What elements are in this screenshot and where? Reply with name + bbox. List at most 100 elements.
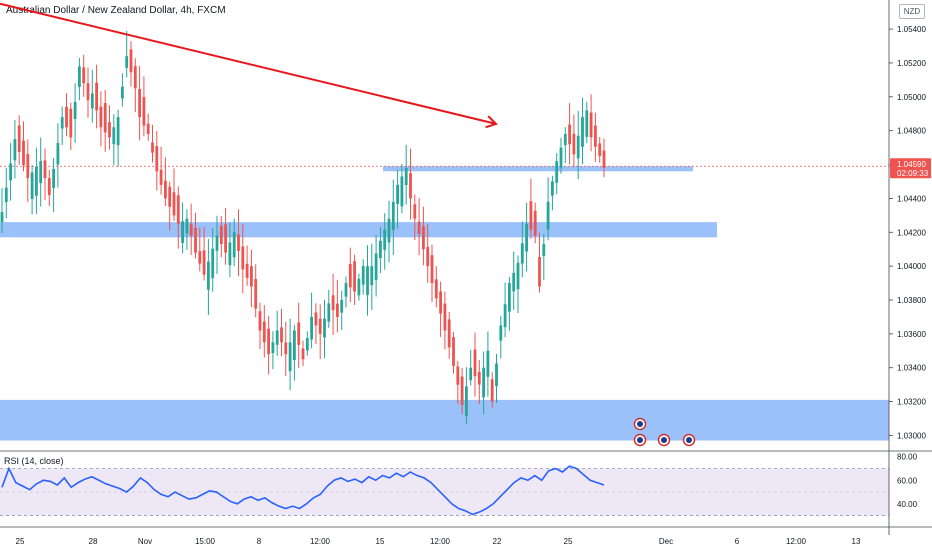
price-tick-label: 1.03600 (897, 330, 926, 339)
candle-body (176, 195, 180, 224)
candle-body (90, 93, 94, 109)
candle-body (17, 125, 21, 153)
candle-body (486, 350, 490, 377)
candle-body (254, 279, 258, 309)
candle-body (417, 221, 421, 234)
price-tick-label: 1.03400 (897, 364, 926, 373)
candle-body (357, 278, 361, 296)
candle-body (495, 363, 498, 387)
candle-body (181, 221, 184, 243)
candle-body (508, 283, 511, 312)
candle-body (22, 140, 25, 166)
candle-body (60, 117, 64, 129)
candle-body (563, 134, 567, 146)
candle-body (443, 303, 447, 331)
currency-button[interactable]: NZD (899, 4, 925, 19)
rsi-line (1, 465, 605, 516)
candle-body (387, 218, 391, 243)
candle-body (598, 143, 602, 157)
candle-body (456, 366, 460, 385)
candle-body (426, 246, 430, 267)
candle-body (43, 160, 47, 179)
candle-body (288, 342, 292, 372)
candle-body (572, 133, 576, 155)
candle-body (224, 224, 227, 253)
candle-body (404, 167, 408, 186)
time-tick-label: 25 (564, 537, 573, 546)
candle-body (155, 146, 159, 172)
trendline-arrow (0, 2, 498, 129)
candle-body (9, 163, 12, 181)
candle-body (327, 303, 331, 322)
candle-body (108, 122, 111, 138)
event-flag-icon (657, 433, 671, 447)
candle-body (0, 211, 4, 223)
candle-body (336, 303, 339, 317)
rsi-panel (0, 465, 889, 516)
candle-body (146, 123, 150, 135)
candle-body (13, 139, 17, 161)
candle-body (301, 348, 305, 360)
candle-body (391, 201, 395, 230)
last-price-label: 1.04590 (897, 160, 926, 169)
candle-body (232, 232, 236, 258)
trendline (0, 2, 497, 125)
candle-body (318, 318, 322, 334)
event-flag-dot (637, 437, 643, 443)
candle-body (26, 154, 30, 179)
candle-body (241, 246, 245, 270)
time-tick-label: 13 (852, 537, 861, 546)
trendline-arrowhead (485, 115, 498, 129)
time-tick-label: 28 (89, 537, 98, 546)
candle-body (305, 338, 309, 351)
candle-body (52, 169, 55, 188)
candle-body (353, 261, 356, 292)
event-flag-dot (637, 421, 643, 427)
time-tick-label: 8 (257, 537, 262, 546)
time-tick-label: 12:00 (786, 537, 807, 546)
candle-body (284, 342, 288, 355)
candle-body (35, 166, 38, 196)
time-tick-label: 6 (735, 537, 740, 546)
candle-body (39, 161, 43, 184)
candle-body (383, 229, 387, 250)
candle-body (529, 201, 533, 230)
candle-body (211, 248, 215, 279)
event-flags (633, 417, 696, 447)
price-tick-label: 1.03200 (897, 398, 926, 407)
candle-body (69, 108, 73, 138)
price-tick-label: 1.03800 (897, 296, 926, 305)
candle-body (237, 234, 240, 251)
candle-body (125, 56, 129, 68)
rsi-tick-label: 40.00 (897, 500, 918, 509)
candle-body (520, 243, 524, 264)
time-tick-label: 15:00 (195, 537, 216, 546)
candle-body (297, 322, 301, 345)
price-tick-label: 1.03000 (897, 431, 926, 440)
candle-body (250, 266, 253, 287)
time-tick-label: 12:00 (310, 537, 331, 546)
candle-body (340, 300, 344, 313)
candle-body (602, 150, 606, 168)
event-flag-icon (682, 433, 696, 447)
candle-body (434, 279, 438, 299)
candle-body (151, 142, 154, 153)
countdown-label: 02:09:33 (897, 169, 929, 178)
candle-body (452, 337, 455, 367)
price-tick-label: 1.04200 (897, 228, 926, 237)
candle-body (370, 266, 374, 286)
candle-body (159, 169, 163, 185)
price-zone (383, 166, 693, 172)
candle-body (361, 266, 365, 285)
candle-body (469, 367, 473, 381)
candle-body (198, 251, 202, 264)
candle-body (47, 178, 51, 196)
candle-body (542, 244, 546, 256)
candle-body (576, 135, 580, 159)
time-tick-label: 25 (16, 537, 25, 546)
candle-body (525, 223, 528, 252)
candle-body (396, 184, 399, 204)
candle-body (194, 227, 197, 253)
